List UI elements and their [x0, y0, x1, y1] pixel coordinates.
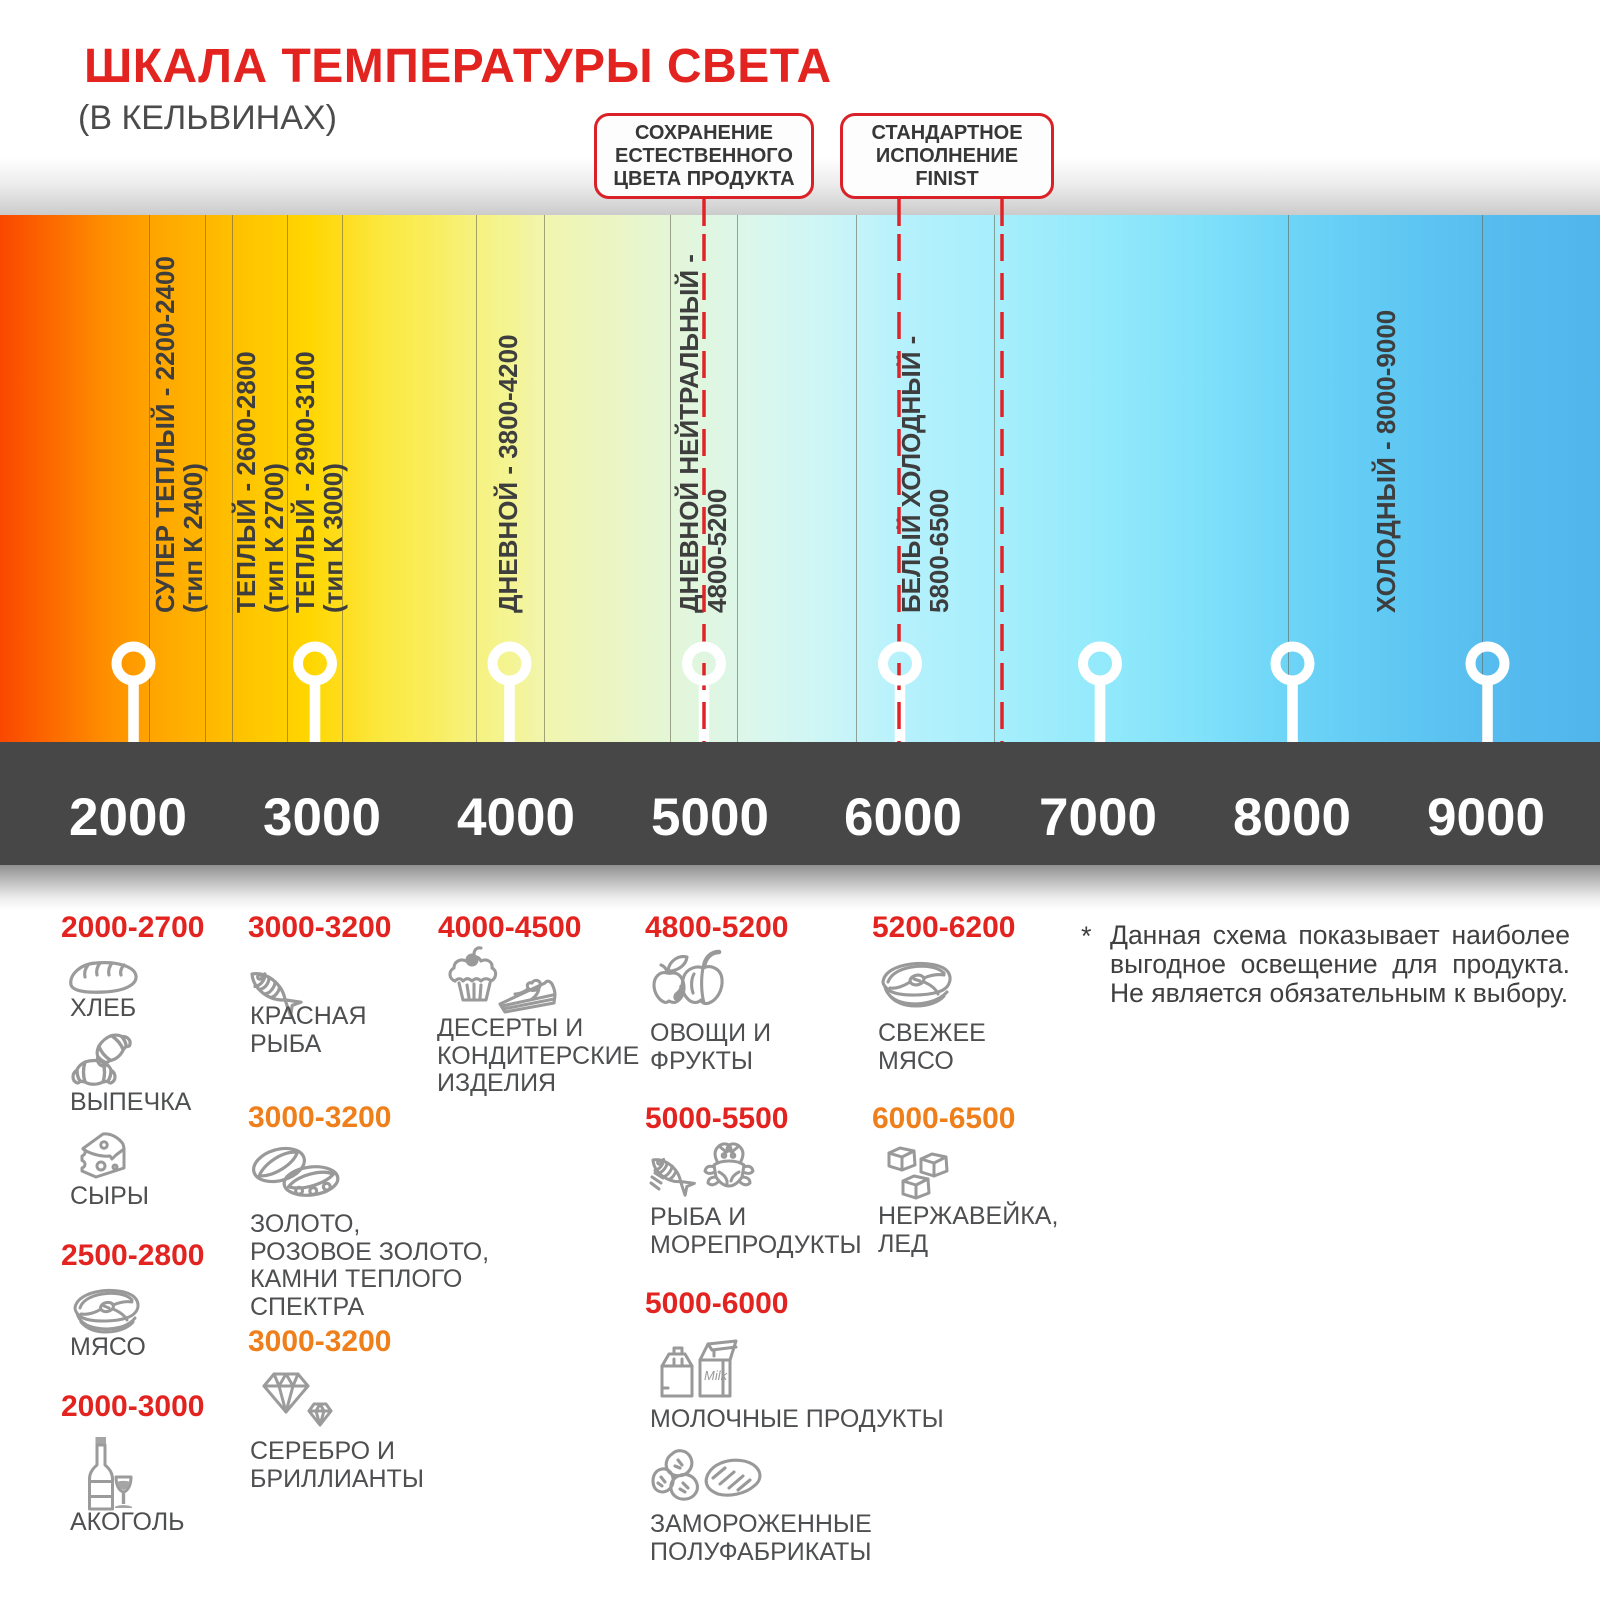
svg-text:Milk: Milk	[704, 1368, 729, 1383]
